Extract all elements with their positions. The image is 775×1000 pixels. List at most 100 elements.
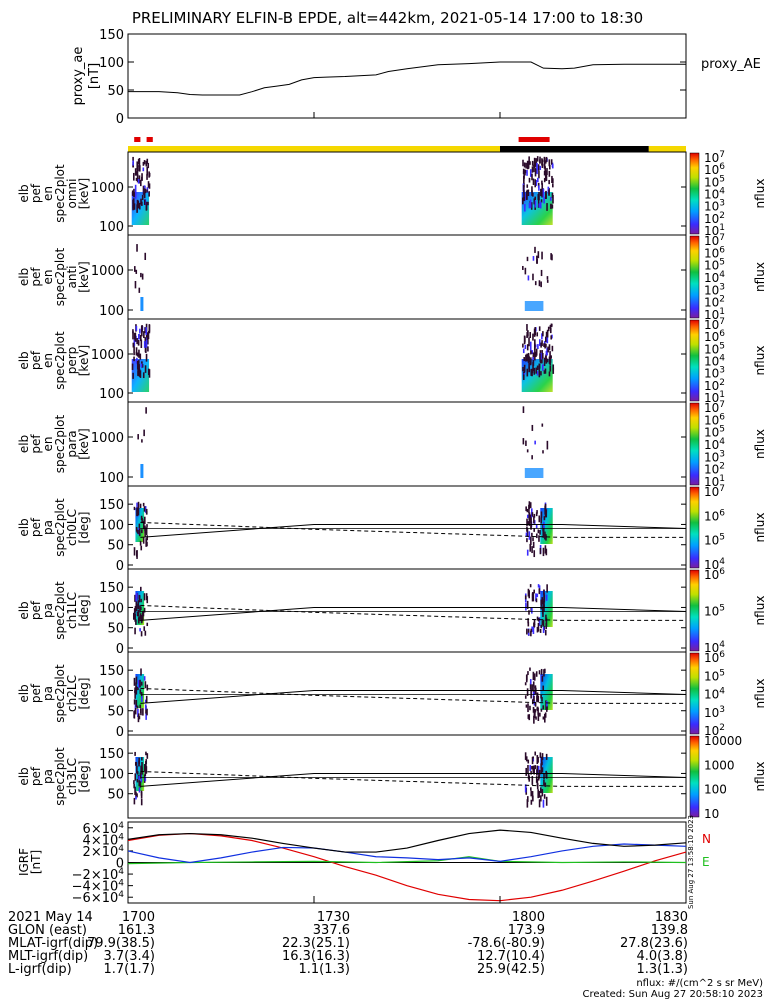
panel-1-noise-mark: [539, 165, 542, 171]
panel-3-noise-mark: [549, 351, 551, 359]
panel-7-noise-mark: [133, 710, 136, 719]
panel-2-colorbar-tick: 107: [704, 233, 725, 248]
panel-3-noise-mark: [533, 367, 536, 375]
panel-1-noise-mark: [148, 183, 151, 189]
panel-5-noise-mark: [544, 545, 547, 554]
panel-4-noise-mark: [546, 440, 549, 450]
panel-3-noise-mark: [140, 334, 142, 342]
panel-1-noise-mark: [536, 156, 539, 162]
footer-value: 1730: [316, 910, 350, 925]
panel-1-noise-mark: [143, 188, 145, 195]
panel-7-colorbar-tick: 105: [704, 668, 725, 683]
panel-3-noise-mark: [547, 346, 549, 353]
panel-5-noise-mark: [133, 506, 136, 511]
panel-6-noise-mark: [536, 616, 539, 621]
panel-6-noise-mark: [528, 610, 530, 615]
panel-7-ylabel-2: pa: [41, 686, 55, 701]
panel-5-noise-mark: [525, 506, 527, 512]
panel-3-noise-mark: [145, 340, 148, 348]
panel-3-ylabel-1: pef: [29, 350, 43, 370]
panel-3-noise-mark: [536, 371, 539, 376]
footer-value: 3.7(3.4): [103, 949, 156, 964]
panel-1-noise-mark: [148, 172, 151, 177]
panel-3-noise-mark: [523, 364, 526, 372]
panel-1-noise-mark: [548, 164, 551, 170]
panel-1-noise-mark: [524, 194, 526, 201]
panel-7-ylabel-3: spec2plot: [53, 664, 67, 723]
panel-3-noise-mark: [531, 350, 534, 355]
panel-4-ytick-label: 100: [99, 471, 124, 486]
panel-3-ytick-label: 1000: [91, 348, 124, 363]
panel-5-noise-mark: [135, 526, 138, 532]
igrf-legend-e: E: [702, 855, 710, 869]
panel-1-noise-mark: [528, 202, 531, 209]
panel-8-noise-mark: [535, 776, 538, 783]
panel-8-ylabel-4: ch3LC: [65, 758, 79, 795]
panel-6-noise-mark: [531, 607, 533, 614]
panel-3-colorbar-tick: 102: [704, 378, 725, 393]
panel-2-noise-mark: [140, 272, 142, 278]
panel-8-noise-mark: [540, 795, 542, 802]
panel-1-noise-mark: [141, 173, 143, 181]
panel-1-noise-mark: [541, 159, 544, 167]
igrf-ytick-label: 2×104: [83, 844, 125, 860]
panel-3-noise-mark: [143, 331, 145, 339]
panel-1-noise-mark: [544, 191, 547, 200]
igrf-legend-n: N: [702, 832, 711, 846]
panel-1-noise-mark: [522, 159, 524, 167]
panel-6-noise-mark: [135, 606, 138, 611]
panel-1-noise-mark: [134, 194, 137, 199]
panel-1-noise-mark: [534, 179, 537, 188]
panel-7-noise-mark: [529, 705, 531, 711]
panel-5-noise-mark: [133, 547, 136, 556]
panel-1-noise-mark: [537, 182, 540, 188]
panel-1-noise-mark: [523, 169, 525, 174]
panel-5-noise-mark: [526, 549, 529, 556]
panel-1-ylabel-2: en: [41, 186, 55, 201]
panel-1-noise-mark: [540, 188, 542, 197]
panel-8-colorbar-tick: 1000: [704, 758, 735, 772]
panel-3-noise-mark: [544, 343, 546, 349]
ae-ytick-label: 100: [99, 56, 124, 71]
panel-4-colorbar-tick: 104: [704, 437, 725, 452]
igrf-ytick-label: −4×104: [72, 879, 125, 895]
igrf-ytick-label: −6×104: [72, 890, 125, 906]
panel-8-noise-mark: [539, 787, 542, 794]
panel-1-noise-mark: [530, 202, 533, 210]
panel-5-noise-mark: [137, 529, 139, 534]
panel-1-noise-mark: [545, 156, 548, 163]
panel-7-noise-mark: [136, 705, 139, 709]
panel-8-ytick-label: 150: [99, 747, 124, 762]
panel-1-noise-mark: [133, 172, 135, 181]
panel-1-noise-mark: [138, 202, 141, 210]
panel-5-noise-mark: [531, 512, 534, 517]
panel-2-colorbar-tick: 106: [704, 245, 725, 260]
panel-2-noise-mark: [527, 275, 530, 281]
panel-2-noise-mark: [524, 267, 527, 275]
panel-7-noise-mark: [138, 681, 140, 688]
panel-7-noise-mark: [531, 699, 534, 705]
panel-7-noise-mark: [137, 713, 140, 717]
panel-6-noise-mark: [537, 584, 540, 588]
panel-8-noise-mark: [537, 756, 539, 763]
panel-6-ytick-label: 100: [99, 601, 124, 616]
panel-7-noise-mark: [541, 675, 544, 682]
panel-4-noise-mark: [522, 438, 525, 445]
panel-3-frame: [127, 318, 687, 403]
footer-value: 1700: [121, 910, 155, 925]
created-stamp: Created: Sun Aug 27 20:58:10 2023: [582, 989, 763, 1000]
panel-8-noise-mark: [527, 759, 530, 764]
panel-4-ylabel-5: [keV]: [77, 428, 91, 459]
panel-6-frame: [127, 568, 687, 653]
panel-6-noise-mark: [137, 600, 140, 610]
panel-3-noise-mark: [537, 344, 539, 350]
panel-3-noise-mark: [145, 344, 147, 353]
igrf-series-N: [127, 832, 687, 902]
panel-3-noise-mark: [542, 331, 544, 337]
panel-4-noise-mark: [531, 424, 534, 431]
panel-3-noise-mark: [147, 346, 149, 352]
panel-2-noise-mark: [144, 252, 147, 261]
panel-5-losscone-dashed: [140, 521, 686, 538]
panel-1-noise-mark: [141, 194, 144, 201]
panel-5-ylabel-1: pef: [29, 517, 43, 537]
